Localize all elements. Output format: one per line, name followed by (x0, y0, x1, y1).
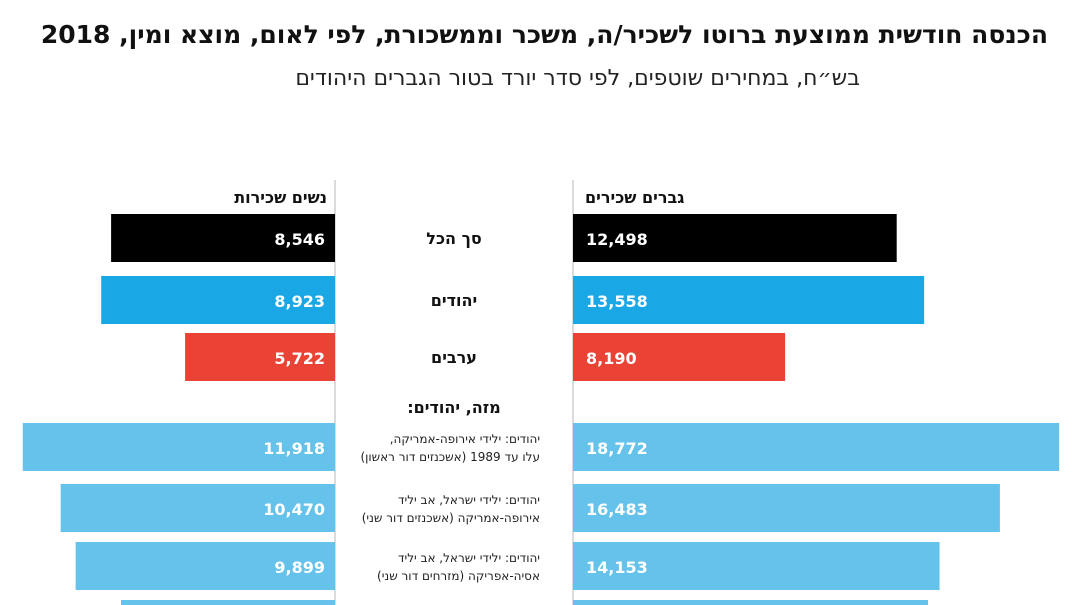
value-label-women-5: 9,899 (274, 558, 325, 577)
value-label-men-1: 13,558 (586, 292, 648, 311)
value-label-women-4: 10,470 (263, 500, 325, 519)
series-header-men: גברים שכירים (585, 188, 684, 207)
category-label-3-line-0: יהודים: ילידי אירופה-אמריקה, (390, 432, 540, 446)
bar-women-4 (60, 484, 335, 532)
value-label-women-3: 11,918 (263, 439, 325, 458)
chart-subtitle: בש״ח, במחירים שוטפים, לפי סדר יורד בטור … (295, 66, 860, 91)
series-header-women: נשים שכירות (234, 188, 327, 207)
bar-men-5 (573, 542, 940, 590)
bar-men-1 (573, 276, 925, 324)
category-label-5-line-1: אסיה-אפריקה (מזרחים דור שני) (377, 569, 540, 583)
category-label-4-line-1: אירופה-אמריקה (אשכנזים דור שני) (362, 511, 540, 525)
value-label-women-2: 5,722 (274, 349, 325, 368)
category-label-3-line-1: עלו עד 1989 (אשכנזים דור ראשון) (360, 450, 540, 464)
value-label-men-3: 18,772 (586, 439, 648, 458)
bar-women-3 (22, 423, 335, 471)
value-label-men-0: 12,498 (586, 230, 648, 249)
category-label-5-line-0: יהודים: ילידי ישראל, אב יליד (398, 551, 540, 565)
category-label-1: יהודים (431, 291, 477, 310)
bar-men-4 (573, 484, 1000, 532)
bar-women-2 (185, 333, 335, 381)
bar-men-3 (573, 423, 1060, 471)
bar-men-0 (573, 214, 897, 262)
category-label-2: ערבים (431, 348, 477, 367)
chart-title: הכנסה חודשית ממוצעת ברוטו לשכיר/ה, משכר … (40, 20, 1048, 49)
value-label-women-1: 8,923 (274, 292, 325, 311)
category-label-0: סך הכל (426, 229, 481, 248)
value-label-men-4: 16,483 (586, 500, 648, 519)
bar-women-5 (75, 542, 335, 590)
bar-women-0 (111, 214, 335, 262)
value-label-men-5: 14,153 (586, 558, 648, 577)
section-label-jews-breakdown: מזה, יהודים: (407, 398, 500, 417)
bar-women-1 (101, 276, 335, 324)
bar-women-cutoff (121, 600, 335, 605)
value-label-women-0: 8,546 (274, 230, 325, 249)
value-label-men-2: 8,190 (586, 349, 637, 368)
bar-men-cutoff (573, 600, 928, 605)
bar-men-2 (573, 333, 786, 381)
category-label-4-line-0: יהודים: ילידי ישראל, אב יליד (398, 493, 540, 507)
